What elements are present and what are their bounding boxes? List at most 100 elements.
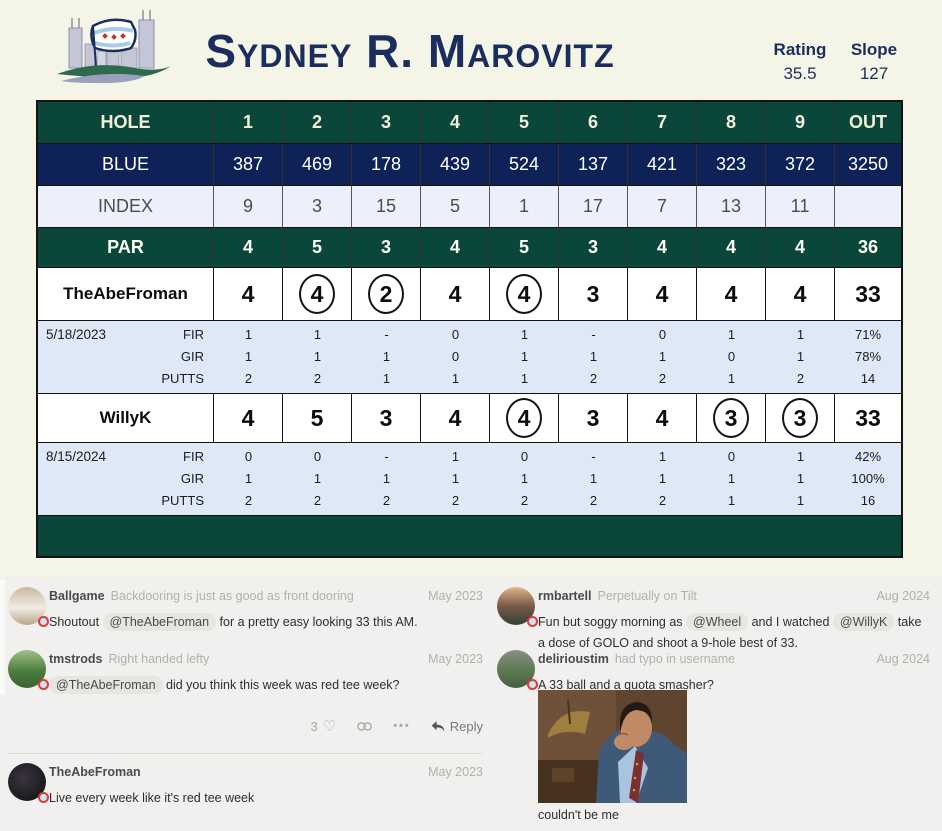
yardage: 137 [559, 144, 628, 185]
course-logo [57, 10, 171, 84]
hole-number: 5 [490, 102, 559, 143]
mention-pill[interactable]: @Wheel [686, 613, 749, 631]
score-cell: 4 [697, 268, 766, 320]
comment-date: May 2023 [428, 652, 483, 666]
avatar[interactable] [8, 650, 49, 690]
comment-text: Shoutout @TheAbeFroman for a pretty easy… [49, 613, 418, 631]
avatar[interactable] [8, 587, 49, 627]
comment-username[interactable]: TheAbeFroman [49, 765, 141, 779]
par-value: 4 [766, 228, 835, 267]
index-value: 7 [628, 186, 697, 227]
mention-pill[interactable]: @WillyK [832, 613, 895, 631]
score-cell: 4 [421, 394, 490, 442]
yardage: 469 [283, 144, 352, 185]
par-value: 4 [421, 228, 490, 267]
round-date: 5/18/2023 [46, 326, 107, 342]
putts-value: 2 [244, 370, 253, 386]
gir-value: 1 [520, 470, 529, 486]
putts-row: PUTTS 2 2 2 2 2 2 2 1 1 16 [38, 489, 901, 511]
score-cell: 2 [352, 268, 421, 320]
verified-badge-icon [38, 792, 49, 803]
comment-date: May 2023 [428, 589, 483, 603]
player-name[interactable]: WillyK [38, 394, 214, 442]
gir-percent: 78% [854, 348, 882, 364]
link-icon[interactable] [356, 720, 373, 733]
gir-value: 1 [520, 348, 529, 364]
meme-caption: couldn't be me [538, 808, 619, 822]
comment-user-status: Perpetually on Tilt [597, 589, 697, 603]
fir-value: 1 [244, 326, 253, 342]
more-options-icon[interactable]: ••• [393, 720, 411, 732]
out-header: OUT [849, 112, 887, 132]
rating-block: Rating 35.5 [768, 40, 832, 84]
par-value: 4 [628, 228, 697, 267]
fir-row: 8/15/2024 FIR 0 0 - 1 0 - 1 0 1 42% [38, 445, 901, 467]
gir-value: 1 [589, 348, 598, 364]
gir-value: 1 [727, 470, 736, 486]
fir-value: 0 [520, 448, 529, 464]
gir-value: 1 [313, 348, 322, 364]
gir-row: GIR 1 1 1 0 1 1 1 0 1 78% [38, 345, 901, 367]
score-cell: 4 [214, 394, 283, 442]
comment-text: @TheAbeFroman did you think this week wa… [49, 675, 483, 696]
scorecard-table: HOLE 1 2 3 4 5 6 7 8 9 OUT BLUE 387 469 … [36, 100, 903, 558]
fir-value: 0 [658, 326, 667, 342]
comments-column-left: Ballgame Backdooring is just as good as … [8, 577, 487, 831]
comment-username[interactable]: delirioustim [538, 652, 609, 666]
comment-username[interactable]: Ballgame [49, 589, 105, 603]
scrollbar[interactable] [0, 579, 5, 695]
putts-value: 1 [520, 370, 529, 386]
putts-value: 2 [796, 370, 805, 386]
hole-row-label: HOLE [38, 102, 214, 143]
putts-value: 1 [382, 370, 391, 386]
fir-row: 5/18/2023 FIR 1 1 - 0 1 - 0 1 1 71% [38, 323, 901, 345]
fir-value: 0 [727, 448, 736, 464]
comment: rmbartell Perpetually on Tilt Aug 2024 F… [497, 585, 930, 655]
comments-section: Ballgame Backdooring is just as good as … [0, 577, 942, 831]
par-value: 5 [490, 228, 559, 267]
gir-value: 1 [796, 348, 805, 364]
par-value: 5 [283, 228, 352, 267]
fir-value: 0 [313, 448, 322, 464]
comment-username[interactable]: rmbartell [538, 589, 592, 603]
putts-value: 2 [589, 370, 598, 386]
rating-label: Rating [773, 40, 827, 59]
putts-value: 2 [313, 370, 322, 386]
gir-value: 1 [313, 470, 322, 486]
par-row: PAR 4 5 3 4 5 3 4 4 4 36 [38, 228, 901, 268]
player-name[interactable]: TheAbeFroman [38, 268, 214, 320]
putts-value: 2 [451, 492, 460, 508]
comment: TheAbeFroman May 2023 Live every week li… [8, 761, 483, 809]
mention-pill[interactable]: @TheAbeFroman [102, 613, 217, 631]
putts-value: 2 [520, 492, 529, 508]
comment-user-status: Right handed lefty [108, 652, 210, 666]
par-value: 4 [697, 228, 766, 267]
mention-pill[interactable]: @TheAbeFroman [49, 676, 163, 694]
yardage: 387 [214, 144, 283, 185]
blue-tee-row: BLUE 387 469 178 439 524 137 421 323 372… [38, 144, 901, 186]
avatar[interactable] [8, 763, 49, 803]
gir-row: GIR 1 1 1 1 1 1 1 1 1 100% [38, 467, 901, 489]
wolf-of-wall-street-meme-image[interactable] [538, 690, 687, 803]
player-stats-block: 8/15/2024 FIR 0 0 - 1 0 - 1 0 1 42% [38, 443, 901, 516]
gir-value: 1 [244, 470, 253, 486]
par-value: 4 [214, 228, 283, 267]
fir-value: 0 [451, 326, 460, 342]
gir-label: GIR [180, 348, 204, 364]
score-total: 33 [855, 404, 881, 431]
comment: tmstrods Right handed lefty May 2023 @Th… [8, 648, 483, 696]
comment-user-status: had typo in username [614, 652, 736, 666]
avatar[interactable] [497, 650, 538, 690]
comment-username[interactable]: tmstrods [49, 652, 103, 666]
like-button[interactable]: 3 ♡ [311, 717, 337, 735]
gir-value: 1 [382, 348, 391, 364]
comment-divider [8, 753, 483, 754]
like-count: 3 [310, 718, 318, 734]
gir-value: 0 [727, 348, 736, 364]
putts-value: 2 [658, 370, 667, 386]
reply-button[interactable]: Reply [431, 719, 483, 734]
avatar[interactable] [497, 587, 538, 627]
comment-user-status: Backdooring is just as good as front doo… [110, 589, 354, 603]
gir-value: 0 [451, 348, 460, 364]
rating-value: 35.5 [783, 64, 817, 83]
